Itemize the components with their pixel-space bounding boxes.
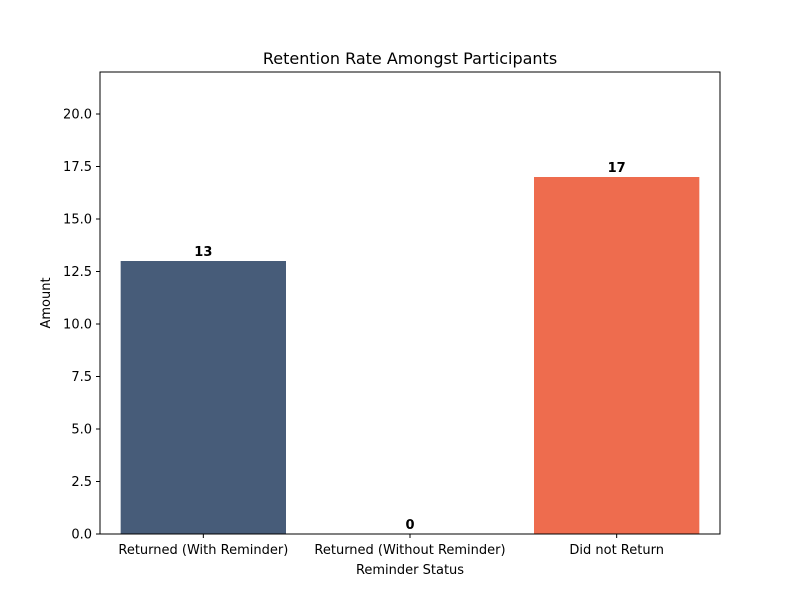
x-tick-label-1: Returned (Without Reminder) bbox=[314, 543, 505, 558]
data-label-2: 17 bbox=[608, 161, 626, 176]
x-axis-label: Reminder Status bbox=[356, 563, 464, 578]
y-tick-label-5: 12.5 bbox=[63, 265, 92, 280]
bar-2 bbox=[534, 177, 700, 534]
data-label-1: 0 bbox=[405, 518, 414, 533]
y-axis-label: Amount bbox=[39, 277, 54, 328]
data-label-0: 13 bbox=[194, 245, 212, 260]
x-tick-label-0: Returned (With Reminder) bbox=[118, 543, 288, 558]
y-tick-label-1: 2.5 bbox=[71, 475, 92, 490]
y-tick-label-6: 15.0 bbox=[63, 213, 92, 228]
bar-0 bbox=[120, 261, 287, 534]
data-labels-group: 13 0 17 bbox=[194, 161, 625, 533]
plot-area: 13 0 17 0.0 2.5 5.0 7.5 10.0 12.5 15.0 17.5 20.0 R… bbox=[63, 71, 721, 558]
y-tick-label-3: 7.5 bbox=[71, 370, 92, 385]
y-tick-label-2: 5.0 bbox=[71, 423, 92, 438]
chart-title: Retention Rate Amongst Participants bbox=[263, 49, 557, 68]
y-tick-label-7: 17.5 bbox=[63, 160, 92, 175]
x-tick-label-2: Did not Return bbox=[569, 543, 664, 558]
y-tick-label-4: 10.0 bbox=[63, 318, 92, 333]
x-axis-ticks: Returned (With Reminder) Returned (Withou… bbox=[118, 534, 664, 558]
bars-group bbox=[120, 177, 700, 534]
y-tick-label-8: 20.0 bbox=[63, 108, 92, 123]
y-axis-ticks: 0.0 2.5 5.0 7.5 10.0 12.5 15.0 17.5 20.0 bbox=[63, 108, 100, 543]
y-tick-label-0: 0.0 bbox=[71, 528, 92, 543]
